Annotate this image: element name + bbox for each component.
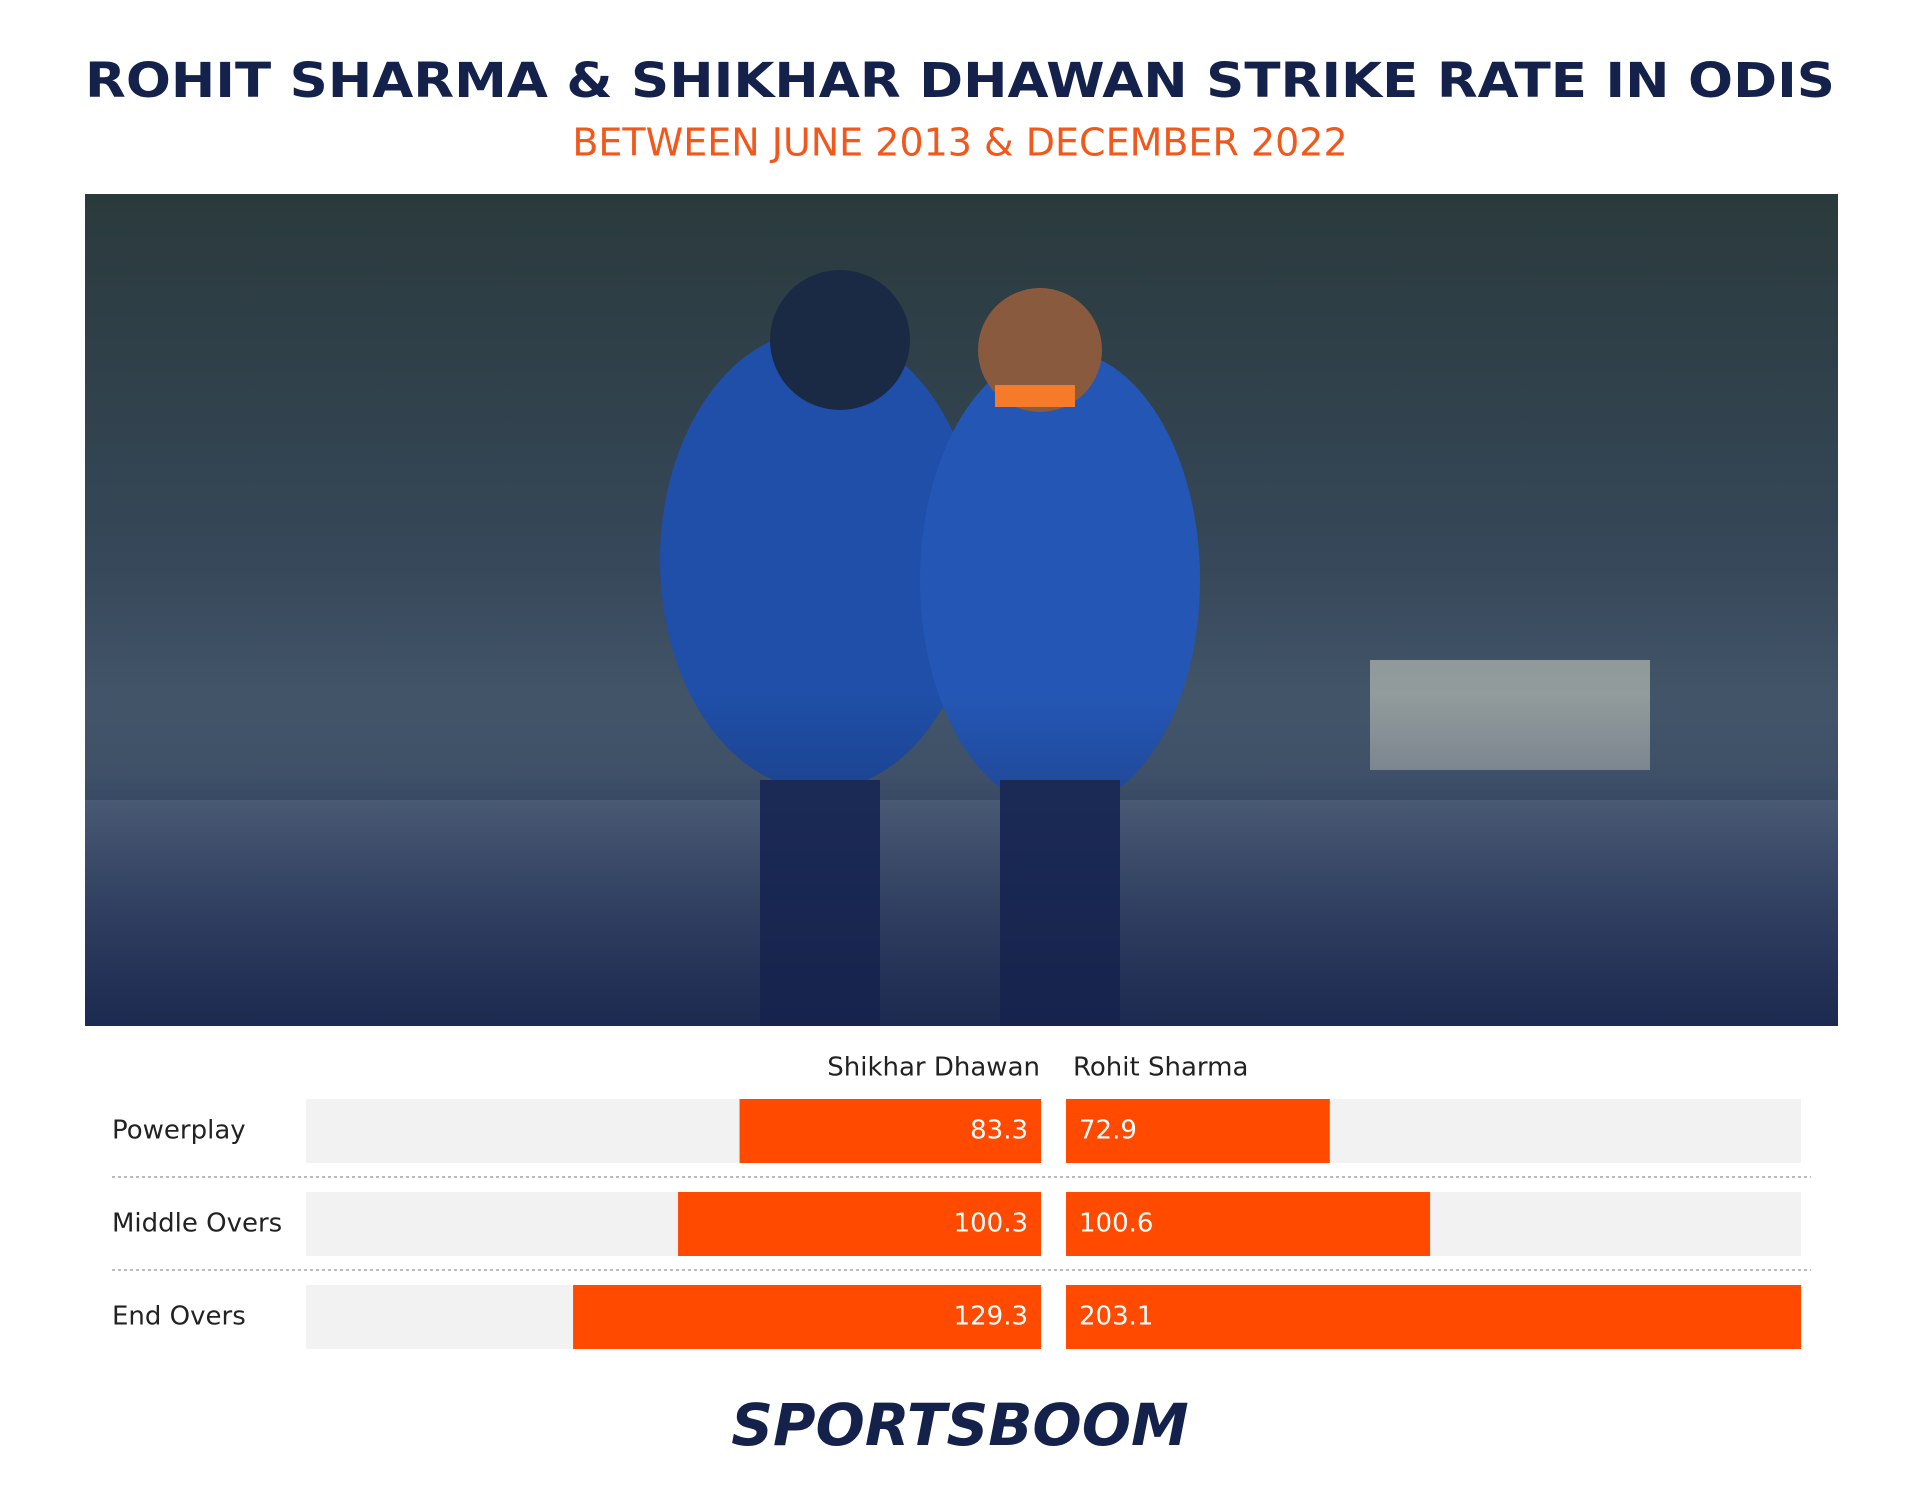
category-label: End Overs bbox=[112, 1302, 246, 1332]
legend-label: Rohit Sharma bbox=[1073, 1053, 1248, 1083]
bar bbox=[1066, 1192, 1431, 1256]
value-label: 72.9 bbox=[1079, 1116, 1137, 1146]
category-label: Powerplay bbox=[112, 1116, 246, 1146]
bar bbox=[573, 1285, 1041, 1349]
chart-title: ROHIT SHARMA & SHIKHAR DHAWAN STRIKE RAT… bbox=[85, 53, 1835, 109]
value-label: 203.1 bbox=[1079, 1302, 1153, 1332]
bar bbox=[1066, 1285, 1801, 1349]
photo bbox=[85, 194, 1838, 1026]
value-label: 100.3 bbox=[954, 1209, 1028, 1239]
chart-subtitle: BETWEEN JUNE 2013 & DECEMBER 2022 bbox=[572, 121, 1347, 165]
category-label: Middle Overs bbox=[112, 1209, 282, 1239]
value-label: 83.3 bbox=[970, 1116, 1028, 1146]
bar bbox=[1066, 1099, 1330, 1163]
bar bbox=[739, 1099, 1041, 1163]
legend-label: Shikhar Dhawan bbox=[827, 1053, 1040, 1083]
logo: SPORTSBOOM bbox=[731, 1391, 1189, 1459]
value-label: 129.3 bbox=[954, 1302, 1028, 1332]
bar bbox=[678, 1192, 1041, 1256]
value-label: 100.6 bbox=[1079, 1209, 1153, 1239]
